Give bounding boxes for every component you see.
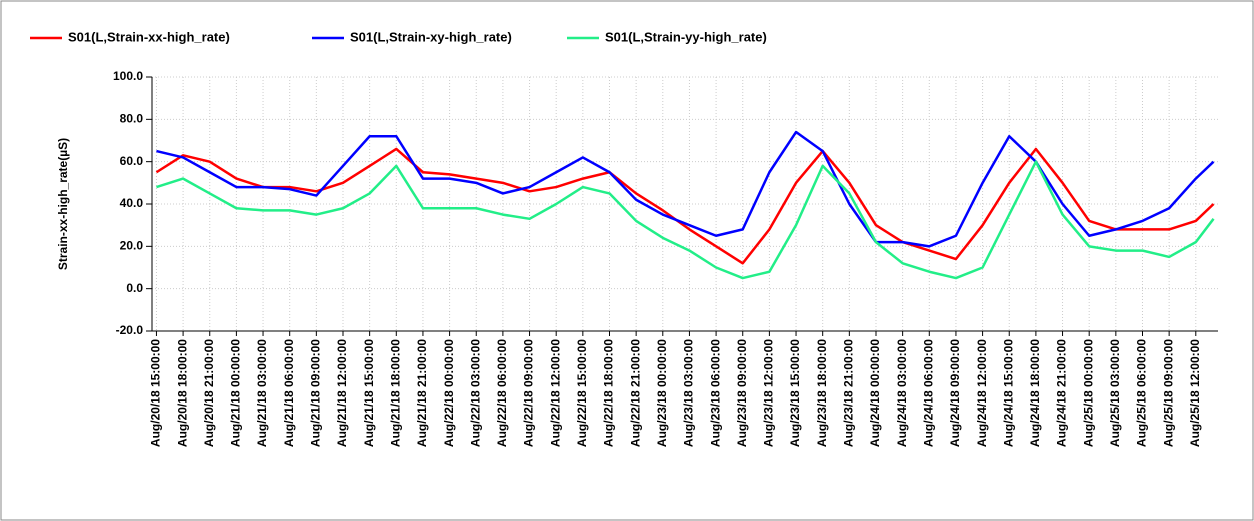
- x-tick-label: Aug/25/18 12:00:00: [1188, 339, 1202, 447]
- x-tick-label: Aug/24/18 21:00:00: [1055, 339, 1069, 447]
- x-tick-label: Aug/23/18 06:00:00: [708, 339, 722, 447]
- x-tick-label: Aug/25/18 06:00:00: [1135, 339, 1149, 447]
- y-tick-label: 20.0: [120, 239, 144, 253]
- x-tick-label: Aug/22/18 03:00:00: [468, 339, 482, 447]
- x-tick-label: Aug/25/18 09:00:00: [1161, 339, 1175, 447]
- x-tick-label: Aug/23/18 12:00:00: [762, 339, 776, 447]
- y-axis-label: Strain-xx-high_rate(µS): [56, 138, 70, 270]
- x-tick-label: Aug/24/18 15:00:00: [1001, 339, 1015, 447]
- x-tick-label: Aug/20/18 21:00:00: [202, 339, 216, 447]
- series-line: [155, 147, 1215, 265]
- x-tick-label: Aug/21/18 03:00:00: [255, 339, 269, 447]
- legend-text: S01(L,Strain-yy-high_rate): [605, 29, 767, 44]
- x-tick-label: Aug/23/18 18:00:00: [815, 339, 829, 447]
- y-tick-label: 80.0: [120, 112, 144, 126]
- y-tick-label: 0.0: [126, 281, 143, 295]
- series-line: [156, 160, 1215, 280]
- x-tick-label: Aug/22/18 06:00:00: [495, 339, 509, 447]
- x-tick-label: Aug/25/18 00:00:00: [1081, 339, 1095, 447]
- legend-text: S01(L,Strain-xx-high_rate): [68, 29, 230, 44]
- x-tick-label: Aug/21/18 21:00:00: [415, 339, 429, 447]
- x-tick-label: Aug/23/18 15:00:00: [788, 339, 802, 447]
- x-tick-label: Aug/22/18 18:00:00: [602, 339, 616, 447]
- y-tick-label: 40.0: [120, 196, 144, 210]
- x-tick-label: Aug/23/18 00:00:00: [655, 339, 669, 447]
- x-tick-label: Aug/22/18 00:00:00: [442, 339, 456, 447]
- x-tick-label: Aug/21/18 15:00:00: [362, 339, 376, 447]
- y-tick-label: 60.0: [120, 154, 144, 168]
- x-tick-label: Aug/21/18 18:00:00: [388, 339, 402, 447]
- x-tick-label: Aug/20/18 18:00:00: [175, 339, 189, 447]
- x-tick-label: Aug/24/18 00:00:00: [868, 339, 882, 447]
- x-tick-label: Aug/22/18 21:00:00: [628, 339, 642, 447]
- x-tick-label: Aug/22/18 15:00:00: [575, 339, 589, 447]
- x-tick-label: Aug/24/18 03:00:00: [895, 339, 909, 447]
- series-line: [156, 130, 1215, 248]
- x-tick-label: Aug/23/18 21:00:00: [842, 339, 856, 447]
- x-tick-label: Aug/24/18 06:00:00: [921, 339, 935, 447]
- x-tick-label: Aug/22/18 09:00:00: [522, 339, 536, 447]
- x-tick-label: Aug/20/18 15:00:00: [149, 339, 163, 447]
- y-tick-label: 100.0: [113, 69, 143, 83]
- x-tick-label: Aug/23/18 09:00:00: [735, 339, 749, 447]
- x-tick-label: Aug/21/18 09:00:00: [309, 339, 323, 447]
- x-tick-label: Aug/24/18 09:00:00: [948, 339, 962, 447]
- x-tick-label: Aug/24/18 12:00:00: [975, 339, 989, 447]
- x-tick-label: Aug/21/18 12:00:00: [335, 339, 349, 447]
- legend-text: S01(L,Strain-xy-high_rate): [350, 29, 512, 44]
- y-tick-label: -20.0: [116, 323, 144, 337]
- x-tick-label: Aug/23/18 03:00:00: [682, 339, 696, 447]
- x-tick-label: Aug/22/18 12:00:00: [548, 339, 562, 447]
- x-tick-label: Aug/21/18 06:00:00: [282, 339, 296, 447]
- x-tick-label: Aug/21/18 00:00:00: [229, 339, 243, 447]
- x-tick-label: Aug/24/18 18:00:00: [1028, 339, 1042, 447]
- x-tick-label: Aug/25/18 03:00:00: [1108, 339, 1122, 447]
